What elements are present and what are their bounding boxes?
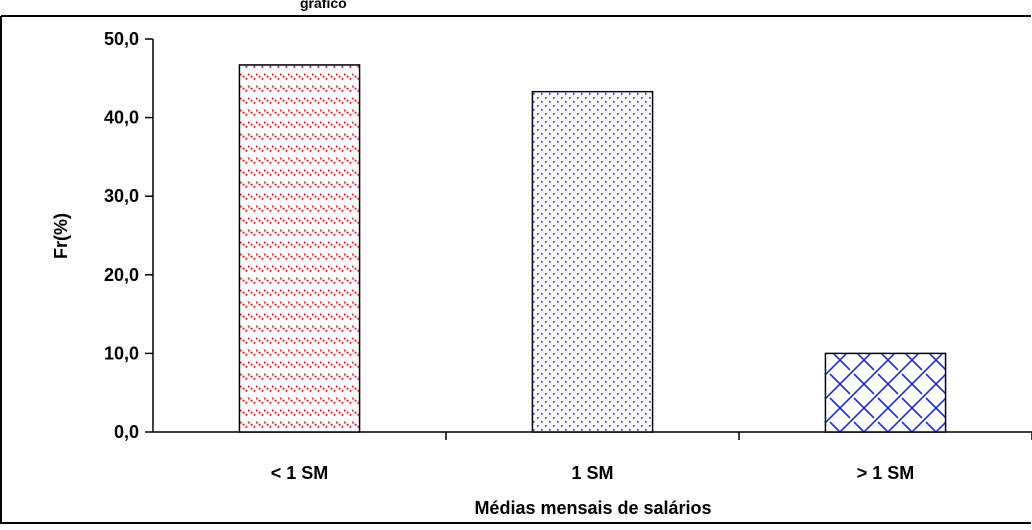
x-tick-label: < 1 SM — [271, 463, 329, 483]
y-ticks: 0,0 10,0 20,0 30,0 40,0 50,0 — [104, 29, 153, 442]
x-labels: < 1 SM 1 SM > 1 SM — [271, 463, 915, 483]
y-tick-label: 30,0 — [104, 186, 139, 206]
y-tick-label: 10,0 — [104, 343, 139, 363]
bar-2 — [531, 90, 654, 433]
bar-3 — [824, 352, 947, 433]
chart-border — [0, 15, 1031, 524]
y-tick-label: 40,0 — [104, 108, 139, 128]
header-fragment: gráfico — [300, 0, 347, 11]
y-tick-label: 0,0 — [114, 422, 139, 442]
x-tick-label: 1 SM — [571, 463, 613, 483]
x-ticks — [445, 432, 1032, 440]
y-axis-title: Fr(%) — [51, 213, 71, 259]
x-tick-label: > 1 SM — [857, 463, 915, 483]
bar-1 — [238, 64, 361, 433]
y-tick-label: 20,0 — [104, 265, 139, 285]
y-tick-label: 50,0 — [104, 29, 139, 49]
bars — [238, 64, 947, 433]
x-axis-title: Médias mensais de salários — [474, 498, 711, 518]
